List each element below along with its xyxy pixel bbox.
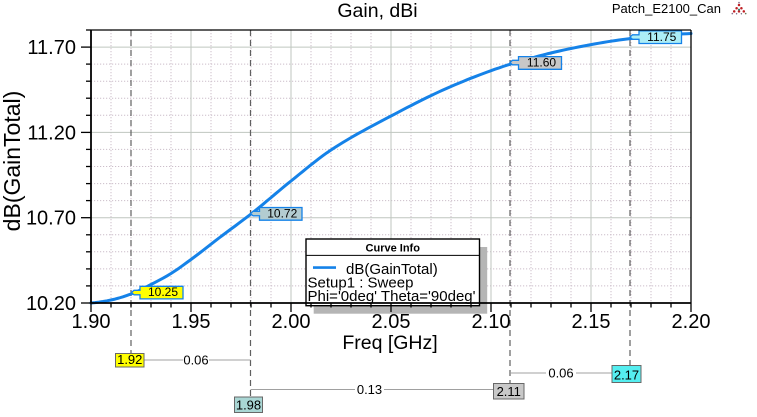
svg-text:2.17: 2.17: [614, 368, 639, 383]
svg-text:11.75: 11.75: [647, 30, 676, 44]
svg-text:2.11: 2.11: [497, 384, 521, 399]
svg-text:Patch_E2100_Can: Patch_E2100_Can: [612, 1, 721, 16]
svg-text:dB(GainTotal): dB(GainTotal): [0, 91, 25, 232]
svg-text:Gain, dBi: Gain, dBi: [337, 0, 417, 22]
svg-text:1.92: 1.92: [117, 352, 142, 367]
svg-text:Setup1 : Sweep: Setup1 : Sweep: [308, 275, 414, 292]
svg-text:1.98: 1.98: [236, 398, 261, 413]
svg-text:10.25: 10.25: [148, 285, 178, 299]
svg-text:2.05: 2.05: [372, 311, 411, 333]
svg-text:0.06: 0.06: [183, 352, 208, 367]
svg-text:2.10: 2.10: [472, 311, 511, 333]
svg-text:0.13: 0.13: [357, 382, 382, 397]
svg-text:11.70: 11.70: [27, 37, 76, 59]
svg-text:2.15: 2.15: [572, 311, 611, 333]
svg-text:Curve Info: Curve Info: [366, 242, 421, 254]
svg-text:10.20: 10.20: [26, 293, 76, 315]
svg-text:1.95: 1.95: [172, 311, 211, 333]
svg-text:2.00: 2.00: [272, 311, 311, 333]
svg-text:Freq [GHz]: Freq [GHz]: [342, 332, 437, 354]
svg-text:10.70: 10.70: [26, 208, 76, 230]
svg-text:dB(GainTotal): dB(GainTotal): [346, 261, 438, 278]
svg-text:1.90: 1.90: [72, 311, 111, 333]
svg-text:Phi='0deg' Theta='90deg': Phi='0deg' Theta='90deg': [308, 288, 476, 305]
svg-text:10.72: 10.72: [267, 207, 297, 221]
svg-text:0.06: 0.06: [548, 365, 573, 380]
svg-text:2.20: 2.20: [672, 311, 711, 333]
svg-text:11.20: 11.20: [27, 122, 76, 144]
svg-text:11.60: 11.60: [527, 56, 556, 70]
